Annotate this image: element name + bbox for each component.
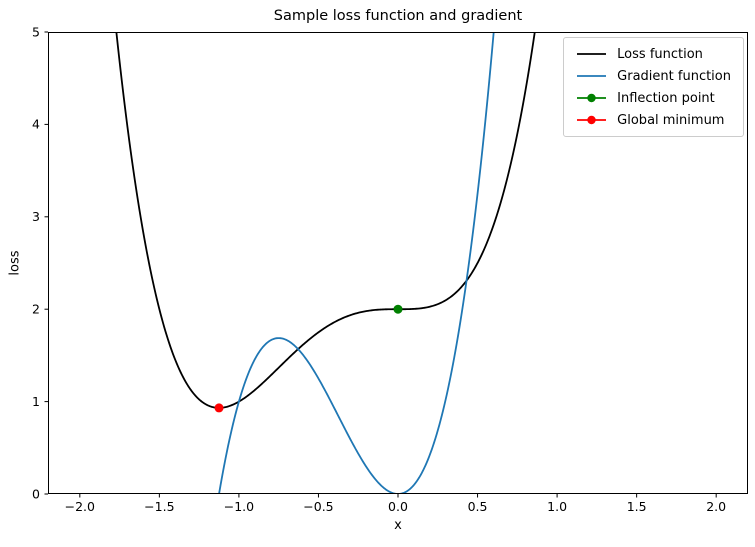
chart-title: Sample loss function and gradient — [273, 8, 523, 24]
y-axis-ticks: 0 1 2 3 4 5 — [32, 24, 48, 501]
gradient-function-swatch-icon — [577, 75, 607, 77]
legend-item-label: Gradient function — [617, 68, 731, 84]
y-tick-label: 5 — [32, 24, 40, 39]
legend-item-label: Loss function — [617, 46, 703, 62]
legend-item-label: Inflection point — [617, 90, 715, 106]
legend: Loss function Gradient function Inflection… — [563, 37, 744, 137]
inflection-point-marker — [393, 304, 403, 314]
x-tick-label: −2.0 — [65, 499, 95, 514]
y-tick-label: 2 — [32, 302, 40, 317]
inflection-point-swatch-icon — [577, 93, 607, 103]
global-minimum-marker — [214, 403, 224, 413]
x-tick-label: −0.5 — [303, 499, 333, 514]
legend-item-label: Global minimum — [617, 112, 725, 128]
x-axis-ticks: −2.0 −1.5 −1.0 −0.5 0.0 0.5 1.0 1.5 2.0 — [65, 494, 726, 514]
legend-item-loss-function: Loss function — [575, 45, 731, 63]
x-tick-label: 2.0 — [706, 499, 726, 514]
legend-item-inflection-point: Inflection point — [575, 89, 731, 107]
axes-spines — [48, 32, 748, 494]
x-tick-label: 1.0 — [547, 499, 567, 514]
x-tick-label: 1.5 — [627, 499, 647, 514]
x-tick-label: −1.0 — [224, 499, 254, 514]
loss-function-swatch-icon — [577, 53, 607, 55]
legend-item-global-minimum: Global minimum — [575, 111, 731, 129]
legend-item-gradient-function: Gradient function — [575, 67, 731, 85]
y-tick-label: 0 — [32, 486, 40, 501]
x-tick-label: 0.0 — [388, 499, 408, 514]
y-tick-label: 3 — [32, 209, 40, 224]
x-tick-label: −1.5 — [144, 499, 174, 514]
y-axis-label: loss — [7, 250, 23, 276]
global-minimum-swatch-icon — [577, 115, 607, 125]
y-tick-label: 4 — [32, 117, 40, 132]
y-tick-label: 1 — [32, 394, 40, 409]
x-tick-label: 0.5 — [468, 499, 488, 514]
x-axis-label: x — [394, 518, 402, 533]
